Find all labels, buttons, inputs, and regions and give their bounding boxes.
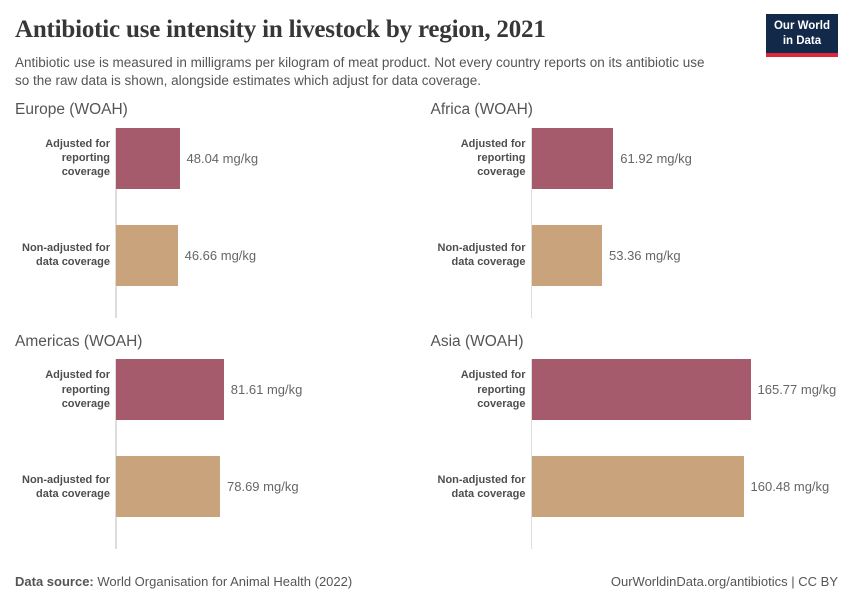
chart-footer: Data source: World Organisation for Anim… [15, 574, 838, 589]
logo-line-1: Our World [773, 20, 830, 32]
bar-row: Adjusted for reporting coverage 61.92 mg/k… [431, 127, 841, 189]
y-axis-line [530, 127, 532, 318]
panel-title: Europe (WOAH) [15, 101, 128, 119]
chart-panel: Americas (WOAH) Adjusted for reporting co… [15, 333, 425, 550]
bar-row: Non-adjusted for data coverage 46.66 mg/kg [15, 224, 425, 286]
bar-row: Non-adjusted for data coverage 78.69 mg/kg [15, 456, 425, 518]
category-label: Non-adjusted for data coverage [437, 473, 526, 500]
y-axis-line [115, 127, 117, 318]
bar-row: Non-adjusted for data coverage 53.36 mg/kg [431, 224, 841, 286]
value-label: 160.48 mg/kg [750, 479, 830, 495]
chart-panel: Asia (WOAH) Adjusted for reporting covera… [431, 333, 841, 550]
value-label: 61.92 mg/kg [620, 150, 692, 166]
logo-line-2: in Data [782, 34, 822, 47]
bar-chart: Adjusted for reporting coverage 48.04 mg/k… [15, 127, 425, 318]
bar-row: Adjusted for reporting coverage 81.61 mg/k… [15, 359, 425, 421]
data-source-label: Data source: [15, 574, 94, 589]
bar-non-adjusted [531, 456, 744, 518]
category-label: Adjusted for reporting coverage [45, 137, 110, 179]
chart-header: Antibiotic use intensity in livestock by… [0, 0, 850, 90]
chart-panel: Africa (WOAH) Adjusted for reporting cove… [431, 101, 841, 318]
page-title: Antibiotic use intensity in livestock by… [15, 16, 546, 43]
category-label: Adjusted for reporting coverage [460, 137, 526, 179]
data-source-text: World Organisation for Animal Health (20… [93, 574, 353, 589]
bar-non-adjusted [116, 224, 178, 286]
panel-title: Asia (WOAH) [430, 332, 524, 350]
y-axis-line [530, 359, 532, 550]
category-label: Non-adjusted for data coverage [22, 241, 110, 269]
category-label: Adjusted for reporting coverage [460, 369, 526, 411]
bar-non-adjusted [116, 456, 220, 518]
small-multiples-grid: Europe (WOAH) Adjusted for reporting cove… [15, 101, 841, 550]
category-label: Adjusted for reporting coverage [45, 369, 110, 411]
bar-chart: Adjusted for reporting coverage 165.77 mg/… [431, 359, 841, 550]
value-label: 78.69 mg/kg [227, 479, 299, 495]
bar-row: Non-adjusted for data coverage 160.48 mg/k… [431, 456, 841, 518]
bar-non-adjusted [531, 224, 602, 286]
bar-adjusted [531, 359, 751, 421]
bar-chart: Adjusted for reporting coverage 61.92 mg/k… [431, 127, 841, 318]
chart-subtitle: Antibiotic use is measured in milligrams… [15, 54, 705, 88]
value-label: 48.04 mg/kg [186, 150, 259, 166]
y-axis-line [115, 359, 117, 550]
value-label: 81.61 mg/kg [230, 382, 303, 398]
category-label: Non-adjusted for data coverage [22, 473, 110, 500]
bar-row: Adjusted for reporting coverage 48.04 mg/k… [15, 127, 425, 189]
value-label: 53.36 mg/kg [609, 247, 681, 263]
category-label: Non-adjusted for data coverage [437, 241, 526, 269]
bar-row: Adjusted for reporting coverage 165.77 mg/… [431, 359, 841, 421]
bar-adjusted [116, 127, 180, 189]
owid-logo: Our World in Data [765, 14, 838, 57]
footer-link: OurWorldinData.org/antibiotics | CC BY [610, 574, 838, 589]
panel-title: Africa (WOAH) [430, 101, 533, 119]
data-source: Data source: World Organisation for Anim… [15, 574, 352, 589]
chart-panel: Europe (WOAH) Adjusted for reporting cove… [15, 101, 425, 318]
bar-chart: Adjusted for reporting coverage 81.61 mg/k… [15, 359, 425, 550]
value-label: 46.66 mg/kg [184, 247, 257, 263]
bar-adjusted [531, 127, 614, 189]
bar-adjusted [116, 359, 224, 421]
panel-title: Americas (WOAH) [15, 332, 143, 350]
value-label: 165.77 mg/kg [757, 382, 837, 398]
